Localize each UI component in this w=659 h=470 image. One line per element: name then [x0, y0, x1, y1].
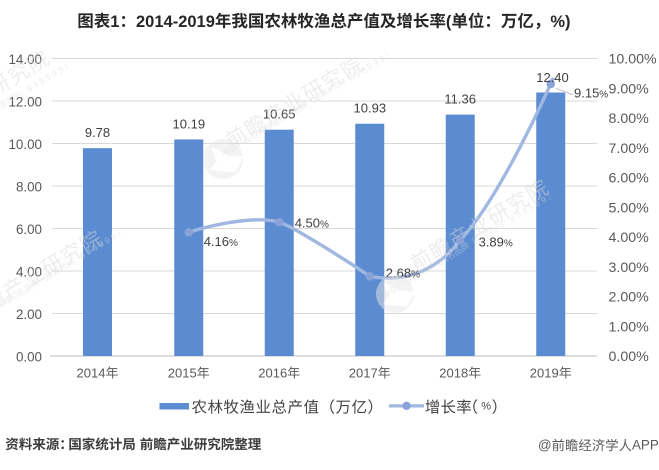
svg-text:10.19: 10.19	[173, 117, 206, 132]
svg-text:5: 5	[43, 71, 52, 82]
svg-text:2019: 2019	[530, 366, 559, 381]
svg-text:9: 9	[377, 53, 386, 64]
svg-text:2015: 2015	[168, 366, 197, 381]
svg-text:8.00: 8.00	[16, 179, 42, 194]
svg-text:3: 3	[514, 209, 523, 220]
svg-text:2.00: 2.00	[16, 307, 42, 322]
svg-text:9: 9	[520, 205, 529, 216]
svg-text:9.00%: 9.00%	[609, 81, 650, 97]
svg-text:(: (	[446, 13, 452, 31]
svg-text:10.93: 10.93	[354, 101, 387, 116]
svg-text:9.15: 9.15	[574, 86, 599, 101]
svg-text:12.40: 12.40	[536, 70, 569, 85]
svg-text:2016: 2016	[258, 366, 287, 381]
svg-text:3: 3	[84, 246, 93, 257]
svg-text:3: 3	[353, 68, 362, 79]
svg-text:11.36: 11.36	[444, 92, 476, 107]
svg-text:0.00%: 0.00%	[609, 349, 650, 365]
svg-text:9: 9	[539, 194, 548, 205]
svg-text:9: 9	[371, 57, 380, 68]
svg-text:2017: 2017	[349, 366, 378, 381]
svg-text:%: %	[599, 90, 608, 101]
svg-text:5.00%: 5.00%	[609, 200, 650, 216]
svg-text:9: 9	[359, 64, 368, 75]
svg-text:6.00: 6.00	[16, 222, 42, 237]
svg-text:5: 5	[526, 201, 535, 212]
svg-text:APP: APP	[632, 438, 659, 453]
svg-text:9: 9	[90, 242, 99, 253]
svg-text:9: 9	[533, 198, 542, 209]
svg-text:8.00%: 8.00%	[609, 111, 650, 127]
svg-text:%): %)	[550, 13, 570, 31]
svg-text:%: %	[504, 239, 513, 250]
svg-text:9: 9	[50, 68, 59, 79]
svg-text:%: %	[481, 400, 491, 412]
svg-text:3.89: 3.89	[479, 235, 504, 250]
svg-text:2014: 2014	[77, 366, 106, 381]
svg-text:10.00: 10.00	[8, 137, 42, 152]
svg-text:5: 5	[96, 238, 105, 249]
svg-text:8: 8	[508, 213, 517, 224]
svg-text:1.00%: 1.00%	[609, 319, 650, 335]
svg-text:0.00: 0.00	[16, 349, 42, 364]
svg-text:4.16: 4.16	[204, 234, 229, 249]
svg-text:9.78: 9.78	[85, 125, 110, 140]
svg-text:9: 9	[56, 64, 65, 75]
svg-text:3.00%: 3.00%	[609, 260, 650, 276]
svg-text:4.00%: 4.00%	[609, 230, 650, 246]
svg-text:5: 5	[365, 60, 374, 71]
svg-text:2014-2019: 2014-2019	[136, 13, 215, 31]
svg-text:3: 3	[31, 79, 40, 90]
svg-text:1: 1	[110, 13, 119, 31]
svg-text:9: 9	[103, 235, 112, 246]
svg-text:4.50: 4.50	[295, 215, 320, 230]
svg-text:8: 8	[78, 250, 87, 261]
svg-text:2.00%: 2.00%	[609, 290, 650, 306]
svg-text:9: 9	[37, 75, 46, 86]
svg-text:@: @	[538, 438, 552, 453]
svg-text:6.00%: 6.00%	[609, 171, 650, 187]
svg-text:9: 9	[109, 231, 118, 242]
svg-text:2018: 2018	[439, 366, 468, 381]
svg-text:7.00%: 7.00%	[609, 141, 650, 157]
svg-text:%: %	[229, 238, 238, 249]
svg-text:%: %	[320, 219, 329, 230]
svg-text:10.00%: 10.00%	[609, 52, 658, 68]
svg-text:8: 8	[25, 83, 34, 94]
svg-text:10.65: 10.65	[263, 107, 296, 122]
svg-text:12.00: 12.00	[8, 94, 42, 109]
svg-text:8: 8	[346, 72, 355, 83]
